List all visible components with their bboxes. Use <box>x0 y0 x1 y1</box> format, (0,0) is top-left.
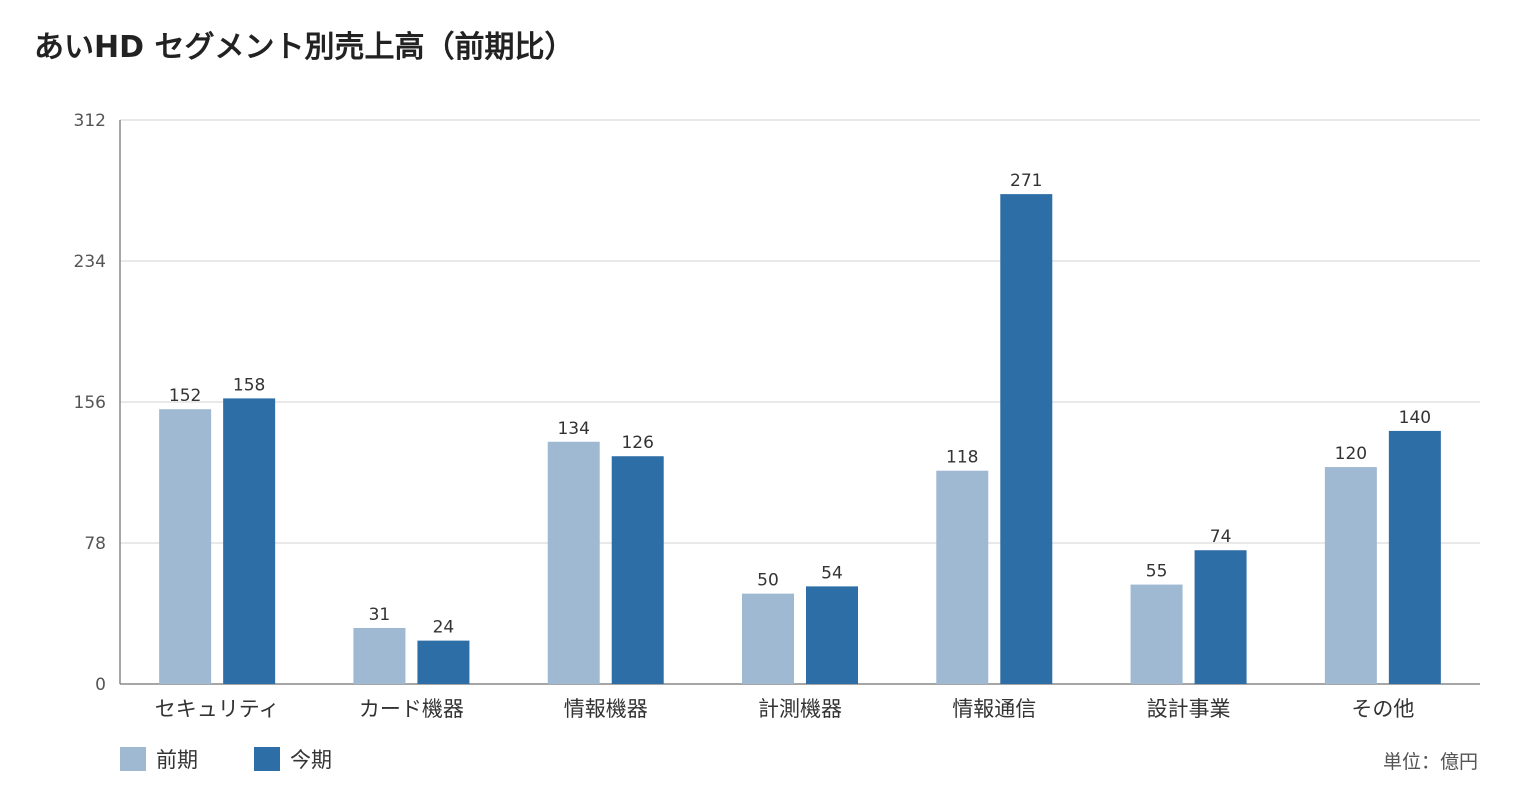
x-tick-label: 計測機器 <box>758 697 842 721</box>
unit-note: 単位：億円 <box>1382 751 1478 773</box>
data-label-current: 24 <box>433 618 455 638</box>
data-label-current: 140 <box>1399 408 1431 428</box>
x-tick-label: その他 <box>1351 697 1414 721</box>
bar-current <box>806 586 858 684</box>
data-label-current: 54 <box>821 563 843 583</box>
x-tick-label: 設計事業 <box>1147 697 1231 721</box>
x-tick-label: 情報通信 <box>952 697 1036 721</box>
bar-current <box>223 398 276 684</box>
y-tick-label: 0 <box>95 675 106 695</box>
data-label-current: 271 <box>1010 171 1042 191</box>
bar-current <box>1388 430 1441 684</box>
chart-title: あいHD セグメント別売上高（前期比） <box>34 30 575 65</box>
bar-current <box>417 640 470 684</box>
y-tick-label: 312 <box>74 111 106 131</box>
data-label-previous: 118 <box>946 448 978 468</box>
y-tick-label: 234 <box>74 252 106 272</box>
legend-item-previous: 前期 <box>120 744 198 774</box>
bar-chart: 0 78 156 234 312 152 158 セキュリティ 31 24 カード機器 134 126 情… <box>74 111 1480 721</box>
x-tick-label: 情報機器 <box>564 697 648 721</box>
bar-previous <box>353 627 406 684</box>
bar-current <box>1000 194 1053 684</box>
data-label-previous: 31 <box>369 605 391 625</box>
x-tick-label: カード機器 <box>359 697 464 721</box>
data-label-previous: 152 <box>169 386 201 406</box>
bar-previous <box>1130 584 1183 684</box>
data-label-current: 74 <box>1210 527 1232 547</box>
bar-previous <box>936 470 989 684</box>
bar-previous <box>547 441 600 684</box>
legend-swatch-previous <box>120 747 146 771</box>
data-label-previous: 134 <box>557 419 589 439</box>
bar-previous <box>1324 467 1377 684</box>
data-label-previous: 50 <box>757 571 779 591</box>
legend-swatch-current <box>254 747 280 771</box>
legend: 前期 今期 <box>120 744 388 774</box>
data-label-current: 126 <box>621 433 653 453</box>
y-tick-label: 156 <box>74 393 106 413</box>
y-tick-label: 78 <box>84 534 106 554</box>
data-label-previous: 120 <box>1335 444 1367 464</box>
bar-current <box>611 456 664 684</box>
bar-current <box>1194 550 1247 684</box>
bar-previous <box>159 409 212 684</box>
bar-previous <box>742 593 794 684</box>
data-label-previous: 55 <box>1146 562 1168 582</box>
legend-label-current: 今期 <box>290 748 332 772</box>
x-tick-label: セキュリティ <box>155 697 280 721</box>
data-label-current: 158 <box>233 375 265 395</box>
legend-item-current: 今期 <box>254 744 332 774</box>
legend-label-previous: 前期 <box>156 748 198 772</box>
